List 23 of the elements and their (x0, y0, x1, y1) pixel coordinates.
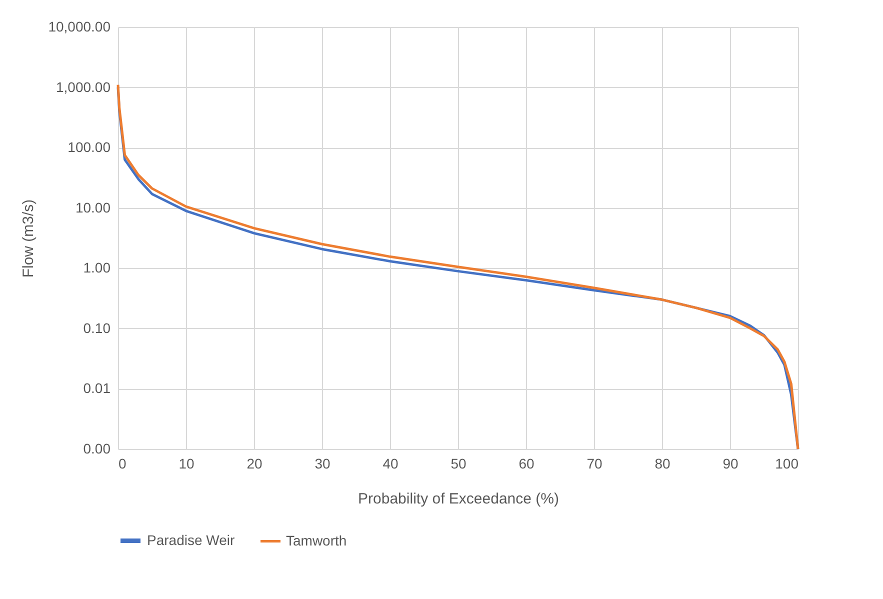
y-tick-label: 1,000.00 (56, 78, 111, 95)
y-tick-label: 1.00 (83, 260, 111, 276)
x-tick-label: 0 (118, 456, 126, 472)
x-tick-label: 100 (775, 456, 799, 472)
legend-label: Tamworth (286, 532, 347, 548)
y-tick-label: 0.01 (83, 380, 111, 396)
y-tick-label: 0.00 (83, 440, 111, 456)
x-tick-label: 60 (518, 456, 534, 472)
x-tick-label: 10 (178, 456, 194, 472)
y-tick-label: 10,000.00 (48, 18, 111, 34)
legend-label: Paradise Weir (147, 532, 235, 548)
x-tick-label: 70 (586, 456, 602, 472)
x-tick-label: 90 (722, 456, 738, 472)
x-tick-label: 30 (314, 456, 330, 472)
y-axis-title: Flow (m3/s) (20, 199, 38, 278)
x-tick-label: 20 (246, 456, 262, 472)
x-tick-label: 40 (382, 456, 398, 472)
x-axis-title: Probability of Exceedance (%) (358, 490, 559, 508)
y-tick-label: 0.10 (83, 320, 111, 336)
x-tick-label: 80 (654, 456, 670, 472)
y-tick-label: 100.00 (68, 139, 111, 156)
x-tick-label: 50 (450, 456, 466, 472)
y-tick-label: 10.00 (75, 199, 111, 216)
